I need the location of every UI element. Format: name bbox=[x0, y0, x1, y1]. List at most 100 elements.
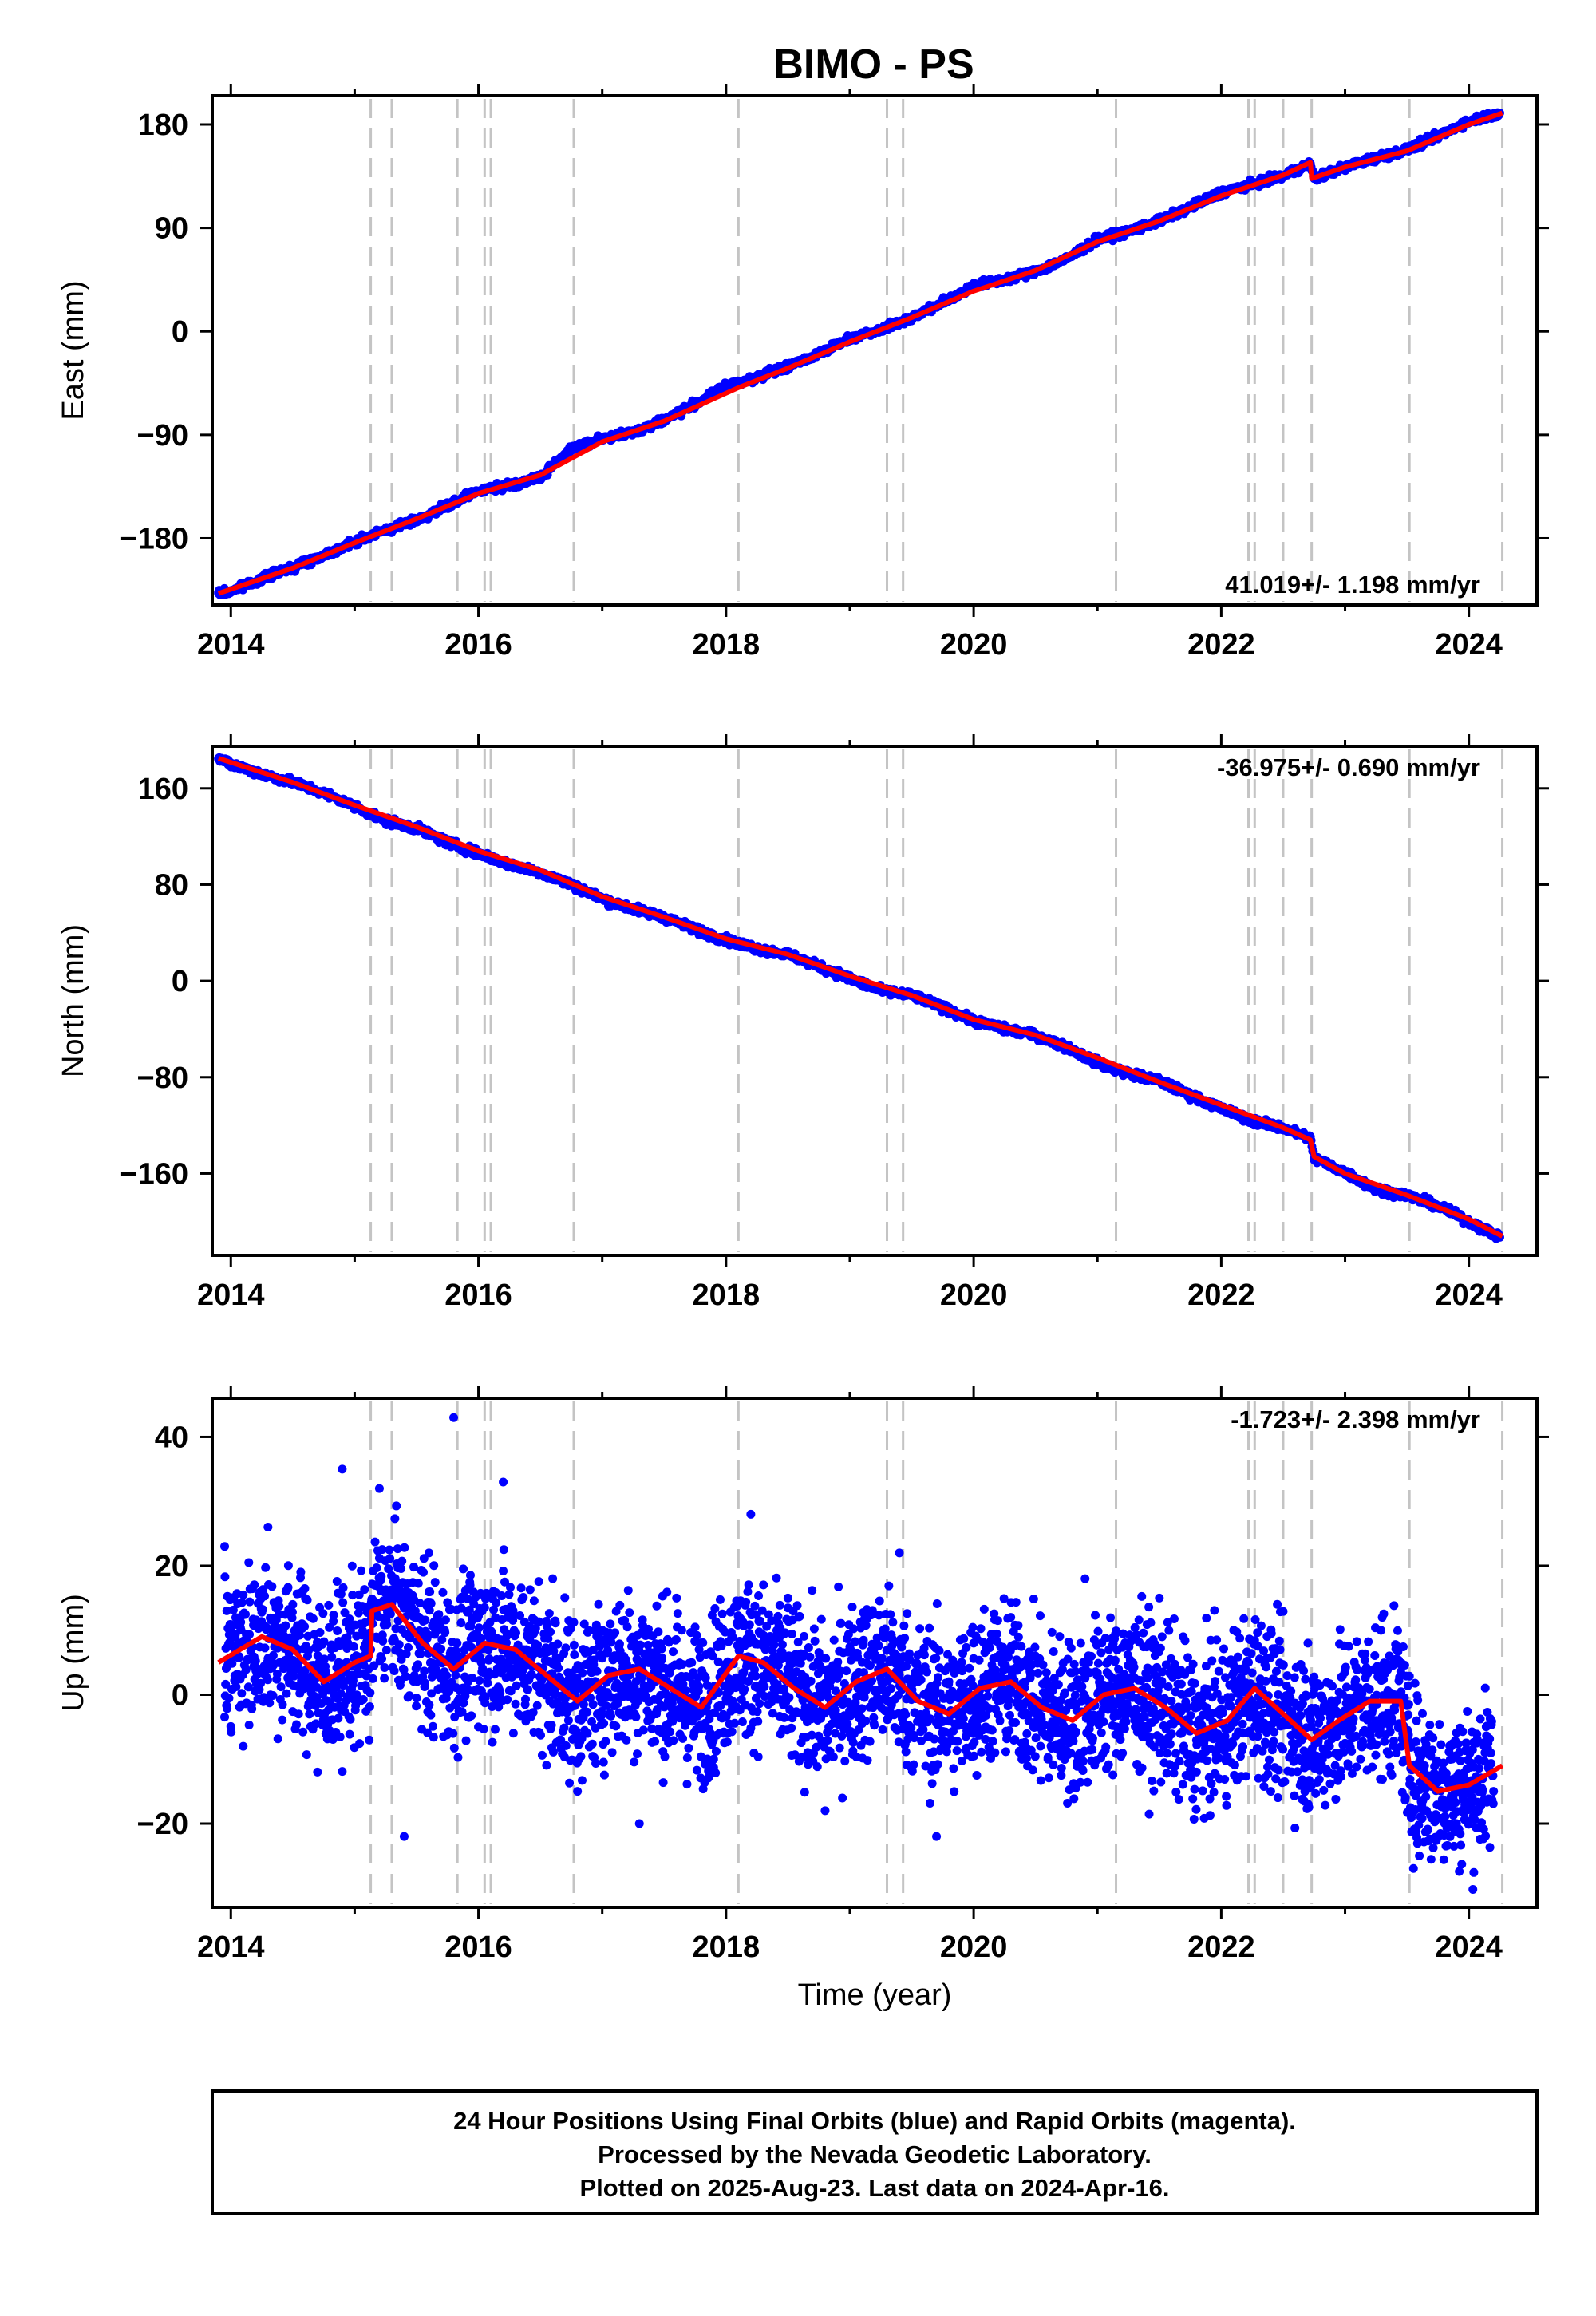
position-point bbox=[365, 1735, 374, 1745]
north-y-axis-label: North (mm) bbox=[57, 924, 90, 1077]
y-tick-label: −80 bbox=[137, 1061, 188, 1095]
position-point bbox=[349, 1642, 358, 1651]
north-rate-label: -36.975+/- 0.690 mm/yr bbox=[1217, 753, 1480, 781]
position-point bbox=[440, 1628, 450, 1638]
position-point bbox=[397, 1556, 407, 1566]
position-point bbox=[298, 1727, 308, 1737]
position-point bbox=[1415, 1851, 1424, 1860]
position-point bbox=[563, 1716, 573, 1725]
position-point bbox=[561, 1643, 571, 1653]
position-point bbox=[548, 1747, 558, 1757]
position-point bbox=[583, 1707, 592, 1717]
position-point bbox=[296, 1567, 306, 1577]
position-point bbox=[512, 1681, 521, 1690]
position-point bbox=[527, 1670, 536, 1679]
y-tick-label: −160 bbox=[120, 1157, 188, 1191]
position-point bbox=[377, 1654, 387, 1663]
y-tick-label: −180 bbox=[120, 522, 188, 555]
position-point bbox=[525, 1585, 535, 1595]
position-point bbox=[273, 1734, 282, 1744]
x-tick-label: 2016 bbox=[444, 1279, 512, 1312]
position-point bbox=[355, 1739, 365, 1749]
position-point bbox=[241, 1665, 251, 1674]
position-point bbox=[573, 1787, 583, 1796]
position-point bbox=[496, 1689, 505, 1698]
north-plot-frame bbox=[211, 745, 1539, 1257]
position-point bbox=[419, 1567, 429, 1577]
position-point bbox=[588, 1700, 598, 1709]
position-point bbox=[519, 1593, 528, 1603]
position-point bbox=[412, 1701, 421, 1711]
position-point bbox=[529, 1596, 539, 1606]
position-point bbox=[278, 1700, 287, 1709]
position-point bbox=[634, 1819, 644, 1828]
position-point bbox=[932, 1832, 942, 1841]
position-point bbox=[1303, 1638, 1313, 1648]
position-point bbox=[283, 1561, 293, 1571]
position-point bbox=[499, 1566, 508, 1575]
x-tick-label: 2024 bbox=[1435, 628, 1503, 662]
position-point bbox=[380, 1663, 389, 1673]
position-point bbox=[377, 1571, 386, 1581]
position-point bbox=[1489, 1787, 1499, 1796]
position-point bbox=[448, 1729, 458, 1738]
position-point bbox=[382, 1620, 392, 1630]
position-point bbox=[499, 1545, 508, 1555]
x-tick-label: 2020 bbox=[940, 628, 1008, 662]
position-point bbox=[426, 1599, 436, 1608]
position-point bbox=[268, 1691, 278, 1701]
position-point bbox=[429, 1721, 438, 1731]
position-point bbox=[220, 1713, 230, 1722]
x-tick-label: 2020 bbox=[940, 1931, 1008, 1964]
position-point bbox=[294, 1709, 303, 1719]
position-point bbox=[534, 1577, 543, 1587]
x-tick-label: 2016 bbox=[444, 628, 512, 662]
position-point bbox=[365, 1688, 375, 1697]
position-point bbox=[559, 1723, 569, 1733]
position-point bbox=[327, 1652, 337, 1662]
x-tick-label: 2024 bbox=[1435, 1931, 1503, 1964]
position-point bbox=[276, 1682, 286, 1692]
position-point bbox=[521, 1694, 531, 1704]
position-point bbox=[536, 1730, 546, 1740]
position-point bbox=[237, 1689, 247, 1698]
position-point bbox=[456, 1618, 466, 1628]
position-point bbox=[587, 1739, 597, 1749]
position-point bbox=[338, 1583, 348, 1592]
position-point bbox=[783, 1593, 792, 1603]
position-point bbox=[592, 1666, 602, 1676]
position-point bbox=[511, 1699, 520, 1709]
position-point bbox=[820, 1806, 830, 1816]
position-point bbox=[437, 1644, 446, 1654]
position-point bbox=[324, 1600, 334, 1610]
position-point bbox=[488, 1737, 497, 1747]
position-point bbox=[345, 1729, 354, 1739]
position-point bbox=[237, 1598, 247, 1607]
position-point bbox=[380, 1674, 389, 1683]
position-point bbox=[467, 1711, 476, 1721]
position-point bbox=[397, 1564, 406, 1574]
position-point bbox=[335, 1732, 345, 1741]
position-point bbox=[461, 1736, 471, 1745]
x-tick-label: 2018 bbox=[693, 1279, 760, 1312]
position-point bbox=[429, 1561, 439, 1571]
position-point bbox=[389, 1666, 399, 1675]
position-point bbox=[370, 1537, 380, 1547]
position-point bbox=[523, 1685, 533, 1694]
position-point bbox=[544, 1609, 554, 1618]
position-point bbox=[334, 1713, 343, 1723]
position-point bbox=[287, 1607, 297, 1617]
position-point bbox=[338, 1598, 348, 1607]
position-point bbox=[429, 1733, 438, 1742]
position-point bbox=[239, 1741, 248, 1751]
position-point bbox=[220, 1542, 230, 1551]
x-tick-label: 2016 bbox=[444, 1931, 512, 1964]
position-point bbox=[413, 1579, 423, 1588]
position-point bbox=[601, 1737, 610, 1746]
position-point bbox=[553, 1639, 563, 1649]
position-point bbox=[318, 1609, 328, 1618]
position-point bbox=[577, 1776, 587, 1785]
position-point bbox=[250, 1580, 259, 1590]
position-point bbox=[583, 1729, 592, 1738]
